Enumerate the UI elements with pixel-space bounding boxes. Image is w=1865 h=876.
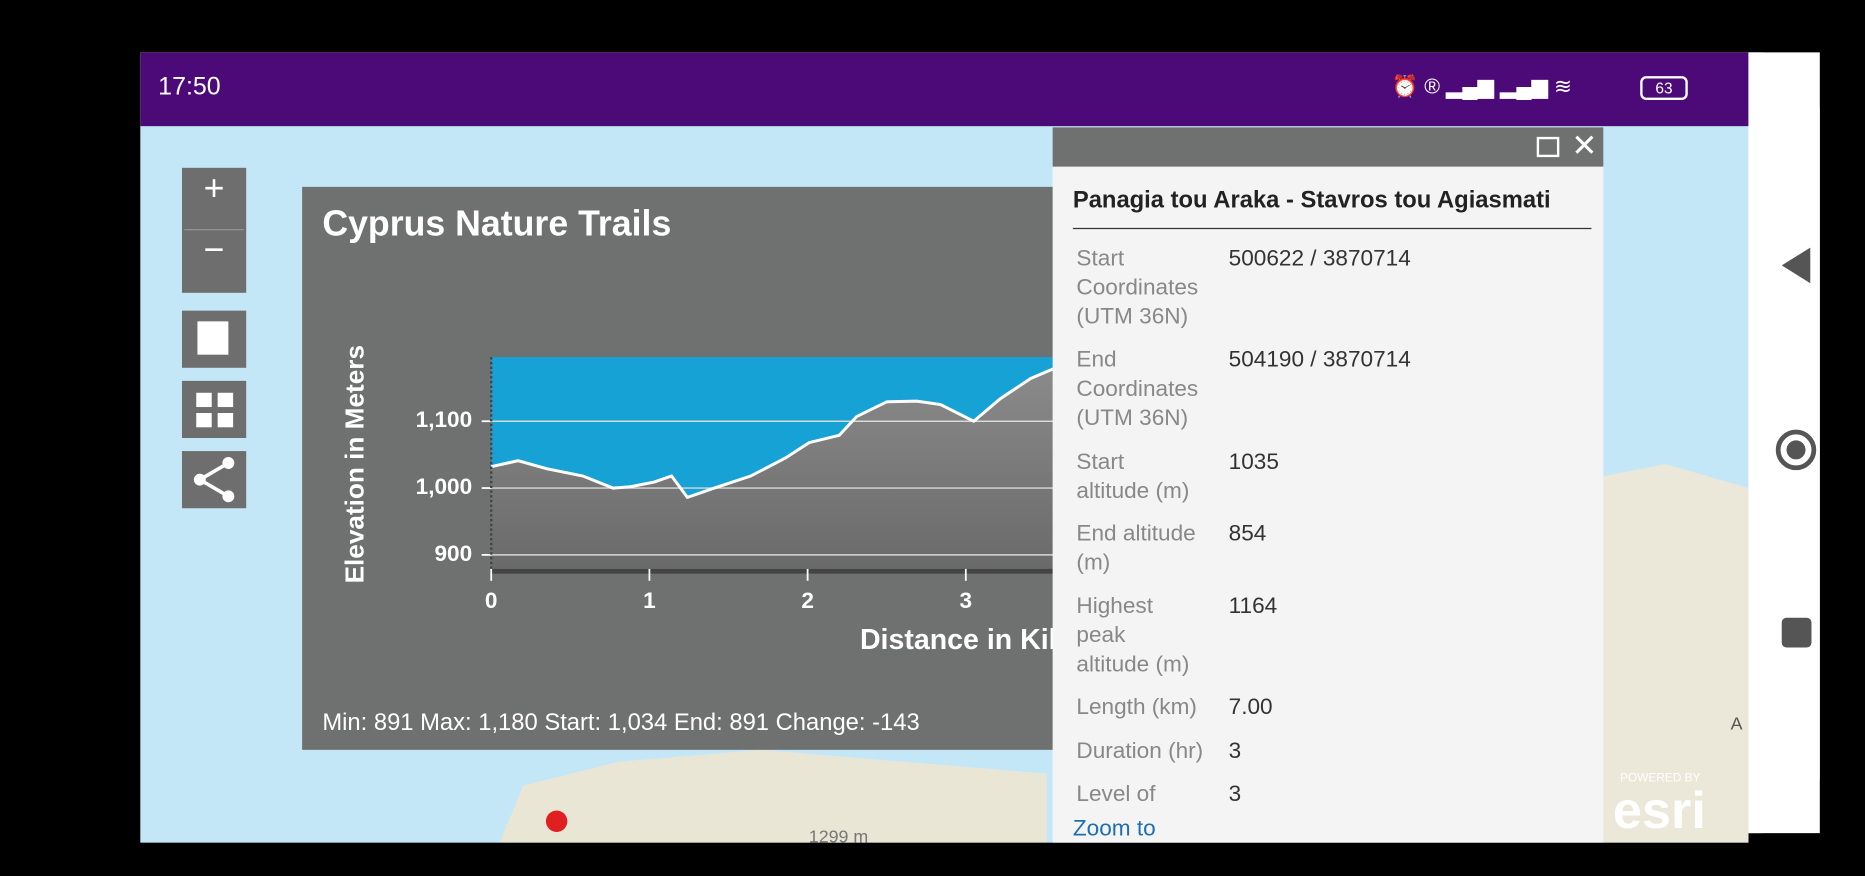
attribute-label: Length (km): [1076, 694, 1197, 719]
map-label: A: [1731, 714, 1743, 734]
x-tick-label: 1: [643, 588, 656, 613]
y-axis-title: Elevation in Meters: [340, 345, 370, 583]
screen: 1299 m A POWERED BY esri 17:50 ⏰ ® ▂▄▆ ▂…: [140, 52, 1748, 853]
icon: [222, 490, 234, 502]
attribute-label: Highest: [1076, 593, 1153, 618]
attribute-value: 1164: [1229, 593, 1278, 618]
attribute-value: 504190 / 3870714: [1229, 347, 1411, 372]
attribute-label: (UTM 36N): [1076, 304, 1188, 329]
y-tick-label: 1,100: [416, 407, 473, 432]
x-tick-label: 0: [485, 588, 498, 613]
phone-screenshot: 1299 m A POWERED BY esri 17:50 ⏰ ® ▂▄▆ ▂…: [0, 0, 1865, 876]
esri-logo[interactable]: esri: [1613, 782, 1706, 840]
recents-button[interactable]: [1782, 618, 1812, 648]
attribute-label: Start: [1076, 245, 1124, 270]
icon: [218, 413, 233, 427]
battery-level: 63: [1655, 80, 1672, 97]
attribute-value: 3: [1229, 738, 1242, 763]
attribute-label: (m): [1076, 550, 1110, 575]
attribute-value: 854: [1229, 520, 1267, 545]
y-tick-label: 900: [435, 541, 473, 566]
attribute-label: End altitude: [1076, 520, 1195, 545]
nav-bar: [1748, 52, 1819, 833]
popup-header: [1053, 127, 1604, 166]
attribute-label: altitude (m): [1076, 651, 1189, 676]
chart-title: Cyprus Nature Trails: [322, 204, 671, 244]
attribute-label: Coordinates: [1076, 376, 1198, 401]
icon: [194, 474, 206, 486]
attribute-label: Coordinates: [1076, 275, 1198, 300]
attribute-label: Duration (hr): [1076, 738, 1203, 763]
attribute-label: Start: [1076, 449, 1124, 474]
zoom-to-link[interactable]: Zoom to: [1073, 816, 1156, 841]
attribute-value: 3: [1229, 781, 1242, 806]
attribute-label: altitude (m): [1076, 478, 1189, 503]
attribute-value: 1035: [1229, 449, 1279, 474]
icon: [197, 321, 228, 354]
icon: [196, 393, 211, 407]
y-tick-label: 1,000: [416, 474, 473, 499]
attribute-label: (UTM 36N): [1076, 405, 1188, 430]
attribute-value: 500622 / 3870714: [1229, 245, 1411, 270]
popup-title: Panagia tou Araka - Stavros tou Agiasmat…: [1073, 186, 1551, 213]
layers-button[interactable]: [182, 381, 246, 438]
status-time: 17:50: [158, 73, 220, 101]
x-tick-label: 3: [960, 588, 973, 613]
icon: [222, 457, 234, 469]
attribute-label: peak: [1076, 622, 1126, 647]
x-tick-label: 2: [801, 588, 814, 613]
attribute-value: 7.00: [1229, 694, 1273, 719]
home-button-dot: [1786, 440, 1805, 459]
icon: [218, 393, 233, 407]
icon: [196, 413, 211, 427]
zoom-out[interactable]: −: [204, 230, 225, 270]
zoom-in[interactable]: +: [204, 168, 225, 208]
popup: ✕ Panagia tou Araka - Stavros tou Agiasm…: [1053, 127, 1604, 853]
close-button[interactable]: ✕: [1571, 128, 1597, 163]
chart-stats: Min: 891 Max: 1,180 Start: 1,034 End: 89…: [322, 709, 919, 736]
status-icons: ⏰ ® ▂▄▆ ▂▄▆ ≋: [1392, 73, 1572, 101]
page: 1299 m A POWERED BY esri 17:50 ⏰ ® ▂▄▆ ▂…: [0, 0, 1865, 876]
attribute-label: Level of: [1076, 781, 1156, 806]
share-button[interactable]: [182, 451, 246, 508]
map-marker[interactable]: [546, 811, 567, 832]
attribute-label: End: [1076, 347, 1116, 372]
